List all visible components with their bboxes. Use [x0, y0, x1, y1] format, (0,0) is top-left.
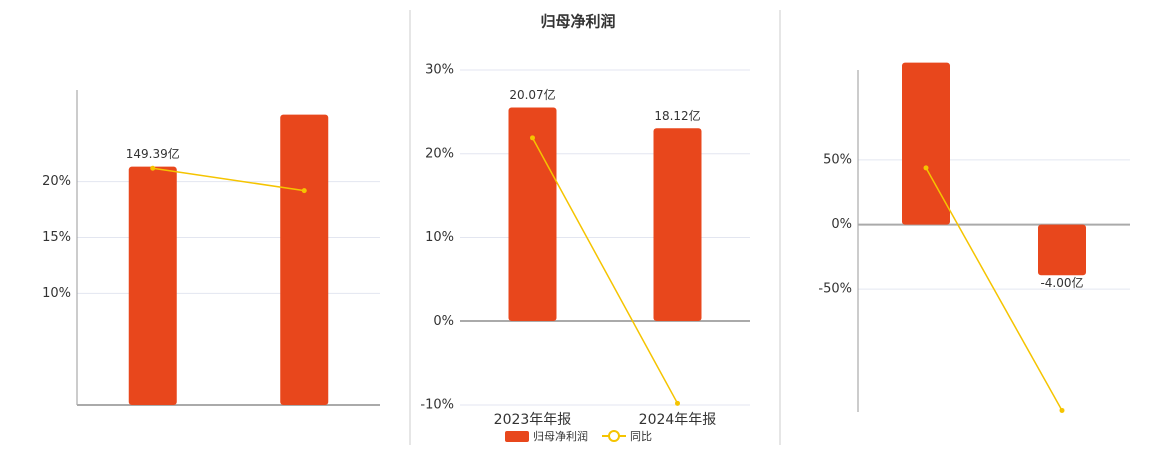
legend-label: 同比 — [630, 430, 652, 443]
y-tick-label: -10% — [420, 398, 454, 413]
line-point — [301, 188, 307, 194]
line — [531, 137, 679, 404]
y-tick-label: -50% — [818, 282, 852, 297]
legend-swatch — [505, 431, 529, 442]
y-tick-label: 50% — [823, 152, 852, 167]
bar — [902, 62, 950, 225]
y-tick-label: 0% — [433, 314, 454, 329]
y-tick-label: 15% — [42, 230, 71, 245]
bar — [1038, 224, 1086, 276]
y-tick-label: 30% — [425, 63, 454, 78]
y-tick-label: 0% — [831, 217, 852, 232]
data-label: 18.12亿 — [654, 108, 700, 123]
y-tick-label: 10% — [42, 286, 71, 301]
bar — [128, 166, 177, 405]
line-point — [150, 165, 156, 171]
data-label: 20.07亿 — [509, 87, 555, 102]
bar — [280, 114, 329, 406]
y-tick-label: 20% — [425, 146, 454, 161]
y-tick-label: 20% — [42, 174, 71, 189]
legend-label: 归母净利润 — [533, 429, 588, 443]
x-tick-label: 2023年年报 — [494, 412, 572, 428]
line — [152, 167, 305, 192]
line-point — [923, 165, 929, 171]
chart-title: 归母净利润 — [540, 13, 615, 31]
line — [925, 167, 1063, 411]
data-label: -4.00亿 — [1040, 275, 1083, 290]
line-point — [1059, 407, 1065, 413]
bar — [653, 128, 702, 321]
data-label: 149.39亿 — [126, 146, 180, 161]
line-point — [530, 135, 535, 141]
legend-swatch — [608, 430, 620, 442]
y-tick-label: 10% — [425, 230, 454, 245]
line-point — [675, 400, 680, 406]
x-tick-label: 2024年年报 — [639, 412, 717, 428]
